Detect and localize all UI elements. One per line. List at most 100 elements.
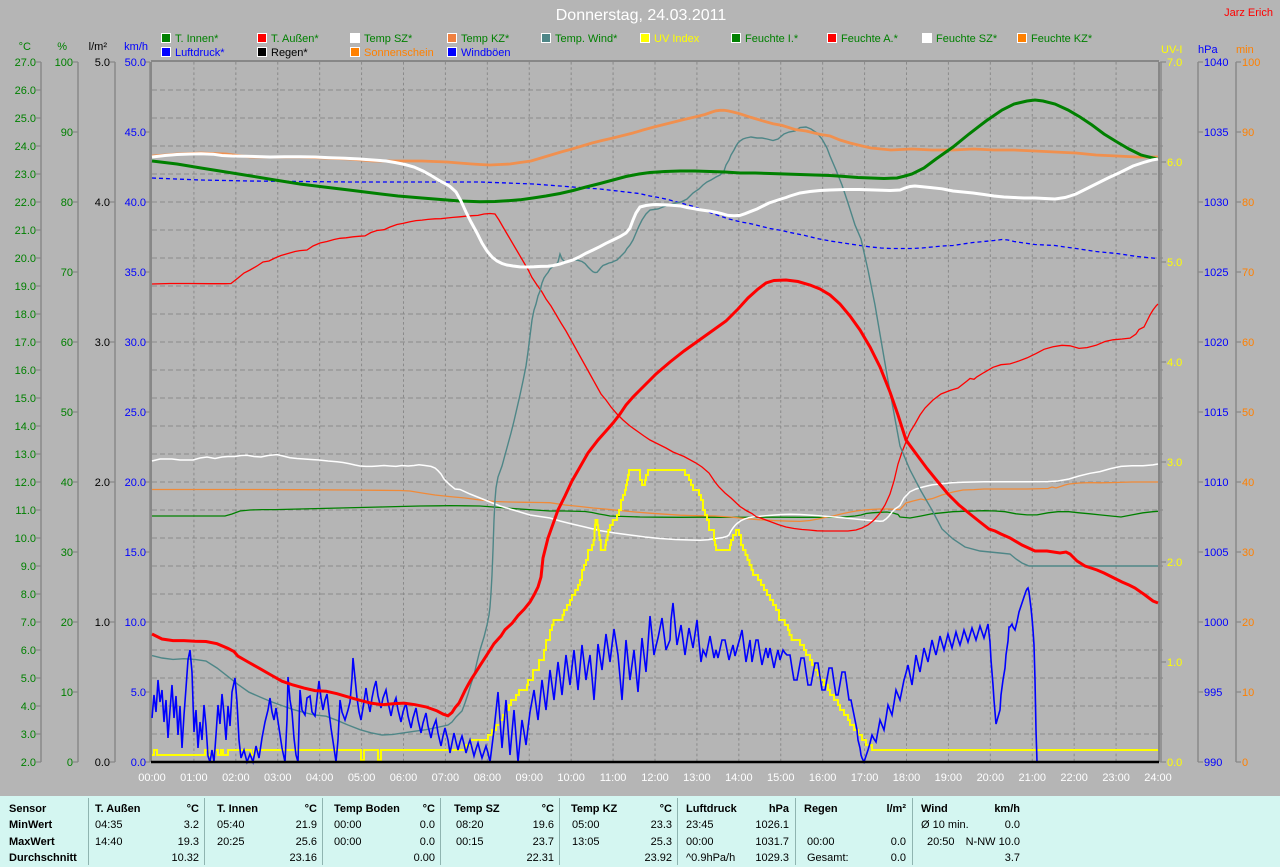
svg-text:17:00: 17:00 [851,772,879,784]
svg-text:40: 40 [61,477,73,489]
svg-text:4.0: 4.0 [21,701,36,713]
svg-text:100: 100 [1242,57,1260,69]
svg-text:Feuchte SZ*: Feuchte SZ* [936,33,998,45]
svg-text:19.0: 19.0 [15,281,36,293]
svg-text:19:00: 19:00 [935,772,963,784]
svg-text:14.0: 14.0 [15,421,36,433]
svg-text:8.0: 8.0 [21,589,36,601]
svg-text:21:00: 21:00 [1018,772,1046,784]
svg-text:24.0: 24.0 [15,141,36,153]
svg-text:12.0: 12.0 [15,477,36,489]
svg-text:21.0: 21.0 [15,225,36,237]
svg-text:5.0: 5.0 [131,687,146,699]
svg-text:13.0: 13.0 [15,449,36,461]
svg-text:11.0: 11.0 [15,505,36,517]
svg-text:16.0: 16.0 [15,365,36,377]
svg-text:Feuchte KZ*: Feuchte KZ* [1031,33,1093,45]
svg-text:990: 990 [1204,757,1222,769]
svg-text:%: % [57,41,67,53]
svg-text:l/m²: l/m² [89,41,108,53]
svg-text:10:00: 10:00 [557,772,585,784]
svg-text:100: 100 [55,57,73,69]
svg-text:03:00: 03:00 [264,772,292,784]
svg-text:min: min [1236,44,1254,56]
svg-text:0.0: 0.0 [1167,757,1182,769]
svg-text:5.0: 5.0 [1167,257,1182,269]
svg-text:60: 60 [61,337,73,349]
svg-text:23.0: 23.0 [15,169,36,181]
svg-text:5.0: 5.0 [95,57,110,69]
svg-text:1035: 1035 [1204,127,1228,139]
svg-text:1020: 1020 [1204,337,1228,349]
svg-text:1025: 1025 [1204,267,1228,279]
svg-text:1000: 1000 [1204,617,1228,629]
svg-text:17.0: 17.0 [15,337,36,349]
svg-text:7.0: 7.0 [1167,57,1182,69]
svg-text:45.0: 45.0 [125,127,146,139]
svg-text:Windböen: Windböen [461,47,511,59]
svg-text:40: 40 [1242,477,1254,489]
svg-text:Temp KZ*: Temp KZ* [461,33,510,45]
svg-text:24:00: 24:00 [1144,772,1172,784]
svg-text:1.0: 1.0 [95,617,110,629]
svg-text:11:00: 11:00 [600,772,627,784]
svg-text:30: 30 [1242,547,1254,559]
svg-text:22.0: 22.0 [15,197,36,209]
svg-text:Regen*: Regen* [271,47,308,59]
svg-text:T. Innen*: T. Innen* [175,33,219,45]
svg-text:10.0: 10.0 [15,533,36,545]
svg-text:13:00: 13:00 [683,772,711,784]
svg-text:00:00: 00:00 [138,772,166,784]
svg-text:1015: 1015 [1204,407,1228,419]
svg-text:27.0: 27.0 [15,57,36,69]
svg-text:Sonnenschein: Sonnenschein [364,47,434,59]
svg-text:°C: °C [19,41,31,53]
svg-text:90: 90 [1242,127,1254,139]
svg-text:1005: 1005 [1204,547,1228,559]
svg-text:1.0: 1.0 [1167,657,1182,669]
svg-text:20.0: 20.0 [125,477,146,489]
svg-text:40.0: 40.0 [125,197,146,209]
svg-text:6.0: 6.0 [1167,157,1182,169]
svg-text:T. Außen*: T. Außen* [271,33,319,45]
svg-text:10: 10 [61,687,73,699]
svg-text:70: 70 [61,267,73,279]
svg-text:15.0: 15.0 [15,393,36,405]
svg-text:09:00: 09:00 [515,772,543,784]
svg-text:1040: 1040 [1204,57,1228,69]
svg-text:14:00: 14:00 [725,772,753,784]
svg-text:30: 30 [61,547,73,559]
svg-text:UV Index: UV Index [654,33,700,45]
svg-text:20: 20 [61,617,73,629]
svg-text:km/h: km/h [124,41,148,53]
svg-text:1030: 1030 [1204,197,1228,209]
svg-text:04:00: 04:00 [306,772,334,784]
svg-text:7.0: 7.0 [21,617,36,629]
svg-text:90: 90 [61,127,73,139]
svg-text:15:00: 15:00 [767,772,795,784]
svg-text:9.0: 9.0 [21,561,36,573]
svg-text:Donnerstag, 24.03.2011: Donnerstag, 24.03.2011 [556,7,727,24]
svg-text:18.0: 18.0 [15,309,36,321]
svg-text:50: 50 [1242,407,1254,419]
svg-text:08:00: 08:00 [474,772,502,784]
svg-text:60: 60 [1242,337,1254,349]
svg-text:3.0: 3.0 [21,729,36,741]
svg-text:25.0: 25.0 [125,407,146,419]
svg-text:Temp. Wind*: Temp. Wind* [555,33,618,45]
svg-text:50.0: 50.0 [125,57,146,69]
svg-text:18:00: 18:00 [893,772,921,784]
svg-text:80: 80 [61,197,73,209]
svg-text:5.0: 5.0 [21,673,36,685]
svg-text:6.0: 6.0 [21,645,36,657]
svg-text:06:00: 06:00 [390,772,418,784]
svg-text:30.0: 30.0 [125,337,146,349]
svg-text:1010: 1010 [1204,477,1228,489]
svg-text:15.0: 15.0 [125,547,146,559]
svg-text:02:00: 02:00 [222,772,250,784]
svg-text:Jarz Erich: Jarz Erich [1224,7,1273,19]
svg-text:80: 80 [1242,197,1254,209]
svg-text:10.0: 10.0 [125,617,146,629]
svg-text:35.0: 35.0 [125,267,146,279]
svg-text:20.0: 20.0 [15,253,36,265]
